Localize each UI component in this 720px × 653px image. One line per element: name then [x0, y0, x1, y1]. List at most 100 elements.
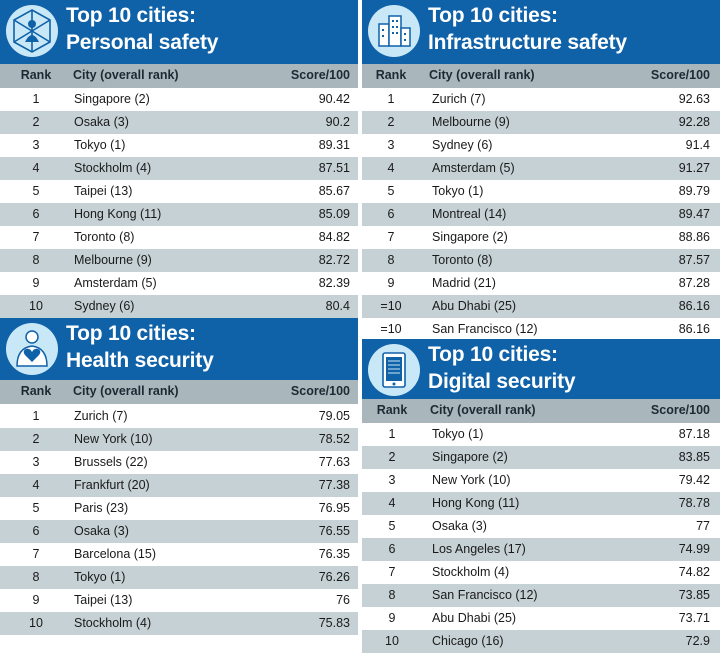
rank-cell: 7: [32, 230, 40, 244]
rank-cell: 9: [32, 593, 40, 607]
rank-cell: 3: [387, 138, 395, 152]
panel-title: Personal safety: [66, 31, 219, 54]
city-header: City (overall rank): [430, 403, 536, 417]
column-header: Rank City (overall rank) Score/100: [362, 399, 720, 423]
score-cell: 78.78: [678, 496, 710, 510]
city-cell: Los Angeles (17): [432, 542, 526, 556]
rank-cell: 10: [385, 634, 399, 648]
table-row: 7 Toronto (8) 84.82: [0, 226, 358, 249]
score-cell: 91.27: [678, 161, 710, 175]
city-cell: Amsterdam (5): [432, 161, 515, 175]
table-row: 2 Melbourne (9) 92.28: [362, 111, 720, 134]
table-row: 10 Sydney (6) 80.4: [0, 295, 358, 318]
rank-cell: 6: [387, 207, 395, 221]
rank-cell: 8: [32, 253, 40, 267]
panel-header: Top 10 cities: Infrastructure safety: [362, 0, 720, 64]
score-cell: 79.42: [678, 473, 710, 487]
city-cell: Stockholm (4): [74, 161, 152, 175]
city-cell: Zurich (7): [74, 409, 128, 423]
city-cell: Abu Dhabi (25): [432, 299, 517, 313]
table-row: 6 Montreal (14) 89.47: [362, 203, 720, 226]
table-row: 3 New York (10) 79.42: [362, 469, 720, 492]
table-row: 8 Tokyo (1) 76.26: [0, 566, 358, 589]
table-row: 6 Los Angeles (17) 74.99: [362, 538, 720, 561]
city-header: City (overall rank): [429, 68, 535, 82]
city-cell: Melbourne (9): [432, 115, 510, 129]
score-cell: 74.99: [678, 542, 710, 556]
table-row: 1 Tokyo (1) 87.18: [362, 423, 720, 446]
panel-title-line1: Top 10 cities:: [66, 4, 196, 27]
table-row: 5 Tokyo (1) 89.79: [362, 180, 720, 203]
city-cell: Melbourne (9): [74, 253, 152, 267]
heart-person-icon: [5, 322, 59, 376]
city-cell: San Francisco (12): [432, 322, 538, 336]
score-cell: 75.83: [318, 616, 350, 630]
table-row: 3 Sydney (6) 91.4: [362, 134, 720, 157]
table-row: 2 New York (10) 78.52: [0, 428, 358, 451]
city-cell: San Francisco (12): [432, 588, 538, 602]
rank-cell: 4: [387, 161, 395, 175]
rank-cell: 7: [32, 547, 40, 561]
score-cell: 77.38: [318, 478, 350, 492]
score-header: Score/100: [290, 68, 350, 82]
score-header: Score/100: [290, 384, 350, 398]
city-cell: Singapore (2): [432, 450, 508, 464]
city-cell: New York (10): [74, 432, 153, 446]
city-cell: Tokyo (1): [74, 570, 126, 584]
rank-cell: 10: [29, 616, 43, 630]
city-cell: Hong Kong (11): [432, 496, 520, 510]
rank-header: Rank: [20, 384, 52, 398]
table-row: 4 Frankfurt (20) 77.38: [0, 474, 358, 497]
city-cell: Madrid (21): [432, 276, 496, 290]
city-cell: Taipei (13): [74, 593, 133, 607]
rank-cell: 8: [388, 588, 396, 602]
score-cell: 82.72: [318, 253, 350, 267]
table-row: 8 Melbourne (9) 82.72: [0, 249, 358, 272]
score-cell: 91.4: [685, 138, 710, 152]
table-row: 5 Paris (23) 76.95: [0, 497, 358, 520]
city-cell: Paris (23): [74, 501, 129, 515]
rank-cell: 6: [388, 542, 396, 556]
rank-cell: 9: [387, 276, 395, 290]
city-cell: New York (10): [432, 473, 511, 487]
column-header: Rank City (overall rank) Score/100: [362, 64, 720, 88]
city-cell: Brussels (22): [74, 455, 148, 469]
table-row: 5 Taipei (13) 85.67: [0, 180, 358, 203]
score-cell: 92.63: [678, 92, 710, 106]
rank-cell: 8: [387, 253, 395, 267]
rank-header: Rank: [20, 68, 52, 82]
rank-cell: =10: [380, 322, 402, 336]
city-header: City (overall rank): [73, 384, 179, 398]
panel-health-security: Top 10 cities: Health security Rank City…: [0, 318, 358, 651]
rank-cell: 2: [388, 450, 396, 464]
score-cell: 82.39: [318, 276, 350, 290]
score-cell: 87.51: [318, 161, 350, 175]
city-cell: Toronto (8): [74, 230, 135, 244]
rank-cell: 5: [32, 501, 40, 515]
panel-header: Top 10 cities: Health security: [0, 318, 358, 380]
city-header: City (overall rank): [73, 68, 179, 82]
city-cell: Chicago (16): [432, 634, 504, 648]
score-cell: 74.82: [678, 565, 710, 579]
panel-title: Health security: [66, 349, 214, 372]
table-row: 7 Singapore (2) 88.86: [362, 226, 720, 249]
table-row: 1 Singapore (2) 90.42: [0, 88, 358, 111]
table-row: =10 San Francisco (12) 86.16: [362, 318, 720, 341]
table-row: 10 Chicago (16) 72.9: [362, 630, 720, 653]
city-cell: Barcelona (15): [74, 547, 156, 561]
score-cell: 87.57: [678, 253, 710, 267]
city-cell: Stockholm (4): [432, 565, 510, 579]
rank-cell: 4: [32, 478, 40, 492]
rank-cell: 8: [32, 570, 40, 584]
score-cell: 80.4: [325, 299, 350, 313]
score-cell: 77: [696, 519, 710, 533]
panel-title-line1: Top 10 cities:: [66, 322, 196, 345]
buildings-icon: [367, 4, 421, 58]
panel-title-line1: Top 10 cities:: [428, 343, 558, 366]
table-row: 9 Taipei (13) 76: [0, 589, 358, 612]
score-cell: 85.67: [318, 184, 350, 198]
table-row: 4 Hong Kong (11) 78.78: [362, 492, 720, 515]
score-cell: 79.05: [318, 409, 350, 423]
table-row: 9 Amsterdam (5) 82.39: [0, 272, 358, 295]
score-cell: 85.09: [318, 207, 350, 221]
